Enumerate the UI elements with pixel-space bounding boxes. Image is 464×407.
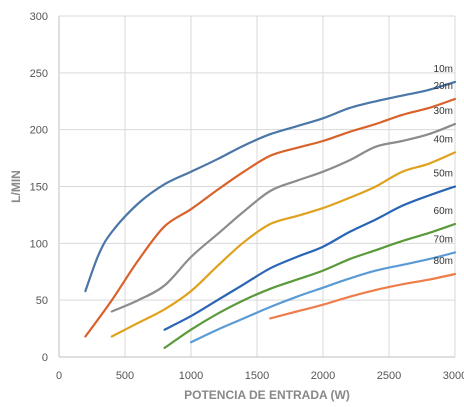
series-label-60m: 60m	[434, 206, 453, 217]
y-tick-label: 0	[42, 352, 48, 364]
series-label-20m: 20m	[434, 81, 453, 92]
series-line-60m	[163, 222, 457, 349]
x-tick-label: 2000	[311, 370, 335, 382]
series-line-50m	[163, 185, 457, 331]
series-label-80m: 80m	[434, 256, 453, 267]
series-line-30m	[110, 122, 457, 313]
x-tick-label: 1000	[179, 370, 203, 382]
y-tick-label: 250	[30, 68, 48, 80]
series-line-20m	[84, 97, 457, 338]
series-label-70m: 70m	[434, 234, 453, 245]
y-tick-label: 100	[30, 238, 48, 250]
series-line-40m	[110, 151, 457, 338]
series-line-10m	[84, 80, 457, 293]
x-tick-label: 500	[116, 370, 134, 382]
series-line-80m	[269, 272, 457, 320]
x-tick-label: 1500	[245, 370, 269, 382]
y-tick-label: 300	[30, 11, 48, 23]
series-label-30m: 30m	[434, 106, 453, 117]
series-label-50m: 50m	[434, 169, 453, 180]
x-tick-label: 0	[56, 370, 62, 382]
y-tick-label: 150	[30, 182, 48, 194]
y-axis-title: L/MIN	[9, 170, 23, 203]
x-axis-title: POTENCIA DE ENTRADA (W)	[184, 388, 350, 402]
x-tick-label: 2500	[377, 370, 401, 382]
series-line-70m	[189, 251, 457, 344]
series-label-40m: 40m	[434, 134, 453, 145]
y-tick-label: 200	[30, 125, 48, 137]
series-label-10m: 10m	[434, 64, 453, 75]
y-tick-label: 50	[36, 295, 48, 307]
